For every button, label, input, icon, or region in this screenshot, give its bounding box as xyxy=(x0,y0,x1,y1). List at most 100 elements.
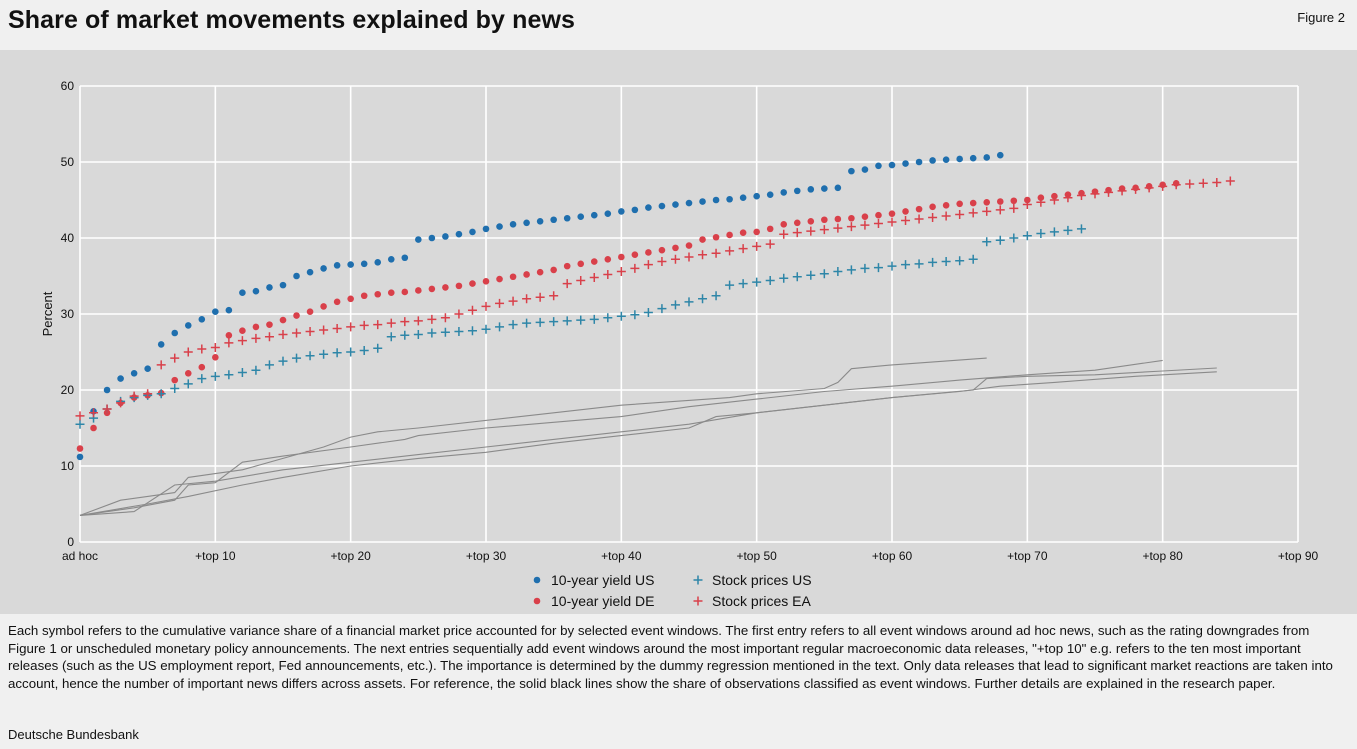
data-point xyxy=(305,326,315,336)
data-point xyxy=(415,236,422,243)
data-point xyxy=(995,235,1005,245)
data-point xyxy=(806,270,816,280)
data-point xyxy=(577,260,585,268)
data-point xyxy=(562,316,572,326)
data-point xyxy=(143,389,153,399)
data-point xyxy=(76,453,84,461)
data-point xyxy=(630,310,640,320)
chart-svg: 0 10 20 30 40 50 60 ad hoc +top 10 +top 20 +top 30… xyxy=(40,79,1319,609)
data-point xyxy=(306,308,314,316)
data-point xyxy=(1117,186,1127,196)
data-point xyxy=(821,216,828,224)
data-point xyxy=(969,154,977,162)
data-point xyxy=(631,251,639,259)
data-point xyxy=(590,258,598,265)
data-point xyxy=(616,311,626,321)
data-point xyxy=(266,284,273,291)
data-point xyxy=(603,269,613,279)
data-point xyxy=(643,260,653,270)
data-point xyxy=(360,260,368,268)
data-point xyxy=(292,328,302,338)
data-point xyxy=(278,330,288,340)
legend-label: 10-year yield US xyxy=(551,572,655,588)
data-point xyxy=(982,237,992,247)
data-point xyxy=(1090,189,1100,199)
data-point xyxy=(75,411,85,421)
data-point xyxy=(117,375,124,382)
data-point xyxy=(523,271,530,278)
data-point xyxy=(983,154,991,161)
data-point xyxy=(212,354,219,361)
data-point xyxy=(89,408,99,418)
data-point xyxy=(699,236,706,243)
data-point xyxy=(210,371,220,381)
data-point xyxy=(630,263,640,273)
data-point xyxy=(752,241,762,251)
data-point xyxy=(604,255,612,263)
data-point xyxy=(983,198,991,206)
data-point xyxy=(550,266,557,274)
data-point xyxy=(183,347,193,357)
data-point xyxy=(144,365,151,373)
x-tick-label: +top 80 xyxy=(1142,549,1183,563)
data-point xyxy=(766,191,774,198)
data-point xyxy=(252,323,260,331)
data-point xyxy=(914,214,924,224)
data-point xyxy=(496,275,503,283)
data-point xyxy=(509,273,517,281)
data-point xyxy=(833,266,843,276)
data-point xyxy=(1076,224,1086,234)
data-point xyxy=(360,292,368,300)
data-point xyxy=(184,322,192,329)
data-point xyxy=(481,324,491,334)
data-point xyxy=(1225,176,1235,186)
data-point xyxy=(237,336,247,346)
data-point xyxy=(279,316,287,324)
data-point xyxy=(941,211,951,221)
data-point xyxy=(210,342,220,352)
data-point xyxy=(618,253,625,261)
data-point xyxy=(738,279,748,289)
data-point xyxy=(1009,233,1019,243)
data-point xyxy=(941,257,951,267)
data-point xyxy=(197,344,207,354)
data-point xyxy=(711,248,721,258)
data-point xyxy=(888,161,896,169)
data-point xyxy=(726,195,733,203)
data-point xyxy=(536,217,544,225)
data-point xyxy=(522,294,532,304)
data-point xyxy=(1049,227,1059,237)
data-point xyxy=(672,244,679,252)
data-point xyxy=(670,300,680,310)
data-point xyxy=(1131,184,1141,194)
data-point xyxy=(1158,181,1168,191)
data-point xyxy=(264,332,274,342)
data-point xyxy=(332,323,342,333)
legend-label: Stock prices EA xyxy=(712,593,811,609)
y-tick-label: 10 xyxy=(61,459,75,473)
data-point xyxy=(495,298,505,308)
data-point xyxy=(698,250,708,260)
data-point xyxy=(685,242,693,249)
data-point xyxy=(455,282,463,290)
data-point xyxy=(76,445,84,452)
data-point xyxy=(156,389,166,399)
y-tick-label: 60 xyxy=(61,79,75,93)
data-point xyxy=(563,214,571,222)
data-point xyxy=(684,252,694,262)
data-point xyxy=(901,260,911,270)
data-point xyxy=(454,326,464,336)
data-point xyxy=(807,217,815,225)
x-tick-label: +top 30 xyxy=(466,549,507,563)
data-point xyxy=(467,326,477,336)
data-point xyxy=(347,261,354,268)
data-point xyxy=(522,318,532,328)
data-point xyxy=(685,199,693,207)
data-point xyxy=(1212,178,1222,188)
legend-label: 10-year yield DE xyxy=(551,593,655,609)
x-tick-label: +top 10 xyxy=(195,549,236,563)
data-point xyxy=(657,304,667,314)
data-point xyxy=(914,259,924,269)
data-point xyxy=(535,317,545,327)
data-point xyxy=(616,266,626,276)
